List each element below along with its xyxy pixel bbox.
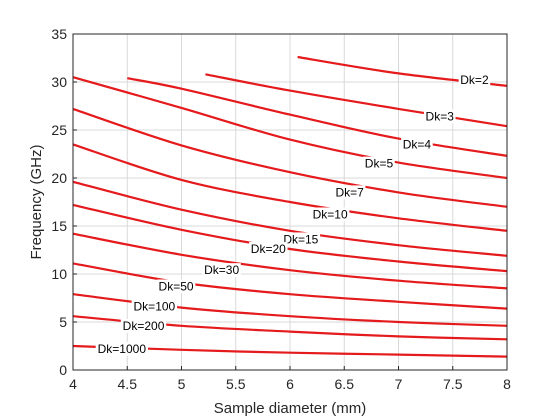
curve-label: Dk=7: [335, 185, 364, 199]
curve-label: Dk=15: [283, 232, 318, 246]
y-tick-label: 15: [51, 218, 67, 234]
curve-label: Dk=1000: [98, 342, 147, 356]
y-tick-label: 0: [59, 362, 67, 378]
y-tick-label: 20: [51, 170, 67, 186]
curve-dk-5: [72, 76, 508, 180]
curve-dk-3: [205, 73, 508, 128]
curve-label-background: [95, 341, 148, 356]
x-tick-label: 5.5: [226, 376, 246, 392]
x-tick-label: 6: [286, 376, 294, 392]
curve-label: Dk=2: [460, 73, 489, 87]
curve-label: Dk=50: [159, 279, 194, 293]
curve-label-background: [131, 299, 178, 314]
curve-label-background: [333, 185, 366, 200]
curve-dk-15: [72, 180, 508, 257]
curve-label: Dk=3: [426, 110, 455, 124]
curve-label: Dk=5: [365, 157, 394, 171]
curve-label-background: [156, 279, 196, 294]
x-tick-label: 5: [178, 376, 186, 392]
x-axis-label: Sample diameter (mm): [214, 400, 367, 417]
x-tick-label: 8: [503, 376, 511, 392]
y-tick-label: 10: [51, 266, 67, 282]
x-tick-label: 4: [69, 376, 77, 392]
y-tick-label: 25: [51, 122, 67, 138]
curve-label-background: [202, 263, 241, 278]
curve-label: Dk=200: [123, 319, 165, 333]
curve-label: Dk=100: [134, 300, 176, 314]
y-axis-label: Frequency (GHz): [28, 144, 45, 259]
curve-label-background: [120, 318, 167, 333]
curve-label-background: [310, 207, 350, 222]
y-tick-label: 5: [59, 314, 67, 330]
curve-label: Dk=30: [204, 263, 239, 277]
curve-label: Dk=10: [313, 207, 348, 221]
curve-dk-4: [127, 77, 508, 157]
curve-label: Dk=20: [251, 242, 286, 256]
curve-dk-20: [72, 203, 508, 273]
curve-dk-50: [72, 262, 508, 310]
curve-label-background: [363, 156, 395, 171]
x-tick-label: 4.5: [118, 376, 138, 392]
curve-label-background: [423, 109, 456, 124]
x-tick-label: 7: [395, 376, 403, 392]
x-tick-label: 6.5: [335, 376, 355, 392]
curve-label-background: [401, 137, 433, 152]
curve-label-background: [281, 232, 321, 247]
curve-label-background: [458, 73, 491, 88]
curve-label-background: [249, 242, 288, 257]
curve-label: Dk=4: [403, 137, 432, 151]
x-tick-label: 7.5: [443, 376, 463, 392]
curve-dk-30: [72, 232, 508, 290]
curve-dk-7: [72, 107, 508, 208]
y-tick-label: 35: [51, 26, 67, 42]
curve-dk-10: [72, 143, 508, 232]
ticks: 4 4.5 5 5.5 6 6.5 7 7.5 8 0 5 10 15 20 25 30 35: [51, 26, 511, 392]
y-tick-label: 30: [51, 74, 67, 90]
